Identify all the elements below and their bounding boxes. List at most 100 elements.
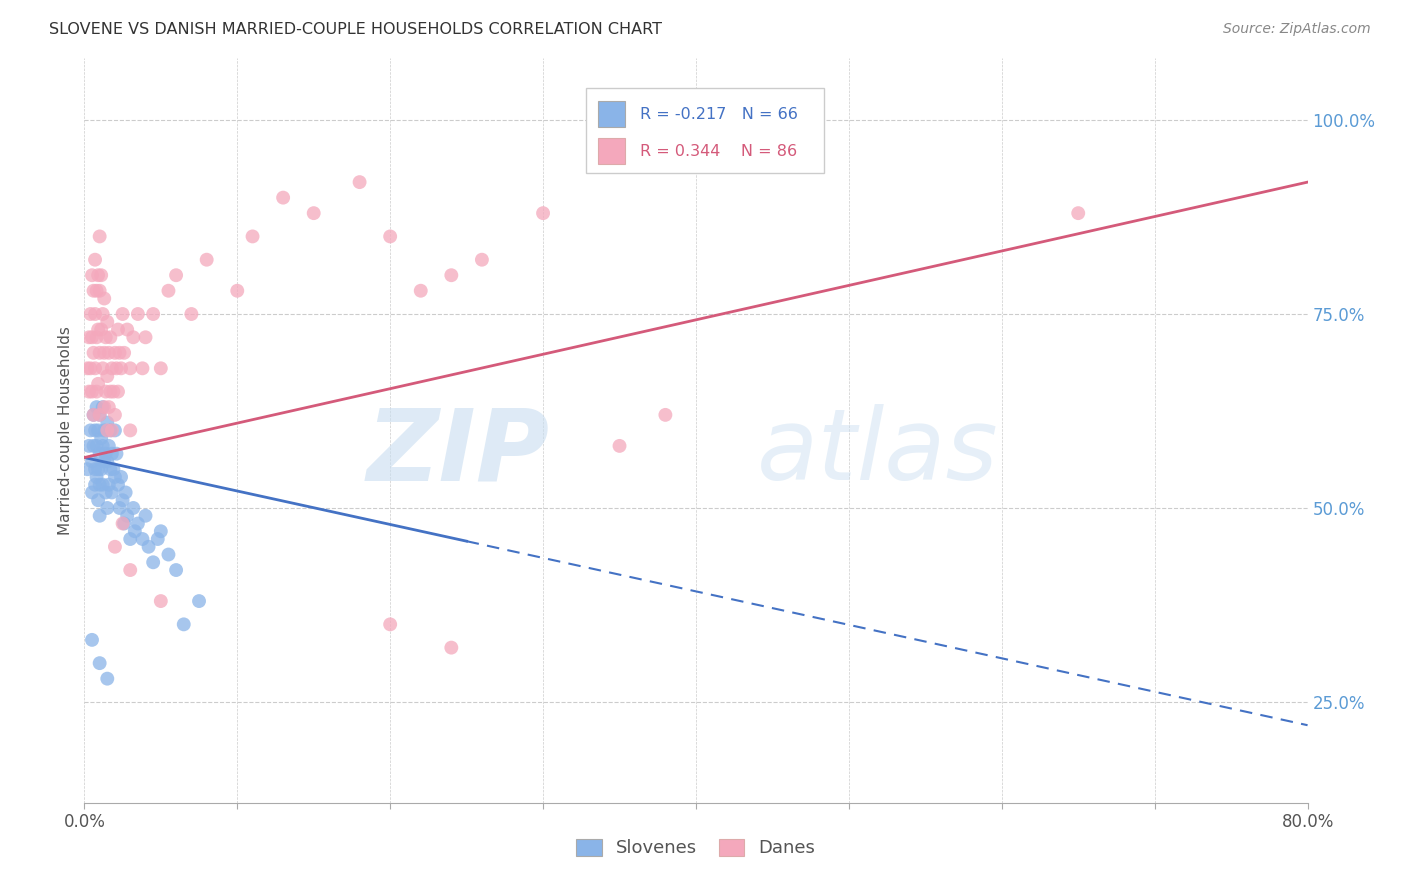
Point [165, 563, 187, 577]
Point [111, 516, 134, 531]
Point [91, 439, 114, 453]
Point [80, 485, 103, 500]
Point [77, 330, 100, 344]
Point [83, 439, 105, 453]
Point [107, 477, 129, 491]
Point [409, 284, 432, 298]
Point [149, 524, 172, 539]
Point [654, 408, 676, 422]
Point [157, 284, 180, 298]
Point [104, 408, 127, 422]
Point [89, 346, 111, 360]
Point [87, 376, 110, 391]
Point [98, 330, 121, 344]
Point [91, 400, 114, 414]
Point [226, 284, 249, 298]
Point [131, 532, 153, 546]
Point [80, 268, 103, 283]
Point [90, 431, 112, 445]
Point [105, 361, 128, 376]
Point [76, 361, 98, 376]
Point [108, 500, 131, 515]
Point [104, 424, 127, 438]
Point [98, 462, 121, 476]
Point [101, 485, 124, 500]
Point [380, 617, 402, 632]
Text: Source: ZipAtlas.com: Source: ZipAtlas.com [1223, 22, 1371, 37]
Point [103, 462, 125, 476]
Point [103, 384, 125, 399]
Point [80, 632, 103, 647]
Point [86, 384, 108, 399]
Point [271, 191, 294, 205]
Point [83, 408, 105, 422]
FancyBboxPatch shape [598, 101, 626, 128]
Point [89, 508, 111, 523]
Point [79, 424, 101, 438]
Point [90, 462, 112, 476]
Point [79, 361, 101, 376]
Point [96, 369, 118, 384]
Point [110, 470, 132, 484]
Point [115, 322, 138, 336]
Point [91, 477, 114, 491]
Point [104, 346, 127, 360]
Point [80, 330, 103, 344]
Point [1067, 206, 1090, 220]
Point [107, 384, 129, 399]
Point [89, 408, 111, 422]
Point [104, 540, 127, 554]
Point [80, 454, 103, 468]
Point [195, 252, 218, 267]
Point [127, 516, 149, 531]
Point [111, 493, 134, 508]
Point [84, 307, 107, 321]
Point [173, 617, 195, 632]
Point [131, 361, 153, 376]
Point [135, 330, 157, 344]
Point [90, 322, 112, 336]
Text: atlas: atlas [758, 404, 998, 501]
Point [110, 361, 132, 376]
Point [84, 477, 107, 491]
Point [96, 672, 118, 686]
Point [440, 640, 463, 655]
Point [94, 384, 117, 399]
Point [135, 508, 157, 523]
Point [87, 424, 110, 438]
Point [380, 229, 402, 244]
Point [96, 454, 118, 468]
Point [531, 206, 554, 220]
Point [471, 252, 494, 267]
Text: R = 0.344    N = 86: R = 0.344 N = 86 [640, 144, 797, 159]
Point [84, 424, 107, 438]
Point [86, 439, 108, 453]
Point [93, 424, 115, 438]
Point [89, 447, 111, 461]
Point [349, 175, 371, 189]
Point [87, 462, 110, 476]
Point [84, 462, 107, 476]
Point [83, 408, 105, 422]
Point [440, 268, 463, 283]
Point [97, 346, 120, 360]
Point [80, 384, 103, 399]
Point [93, 454, 115, 468]
Point [108, 346, 131, 360]
Point [84, 252, 107, 267]
Point [86, 470, 108, 484]
FancyBboxPatch shape [586, 87, 824, 173]
Point [115, 508, 138, 523]
Point [107, 322, 129, 336]
Point [609, 439, 631, 453]
Point [89, 229, 111, 244]
Point [96, 416, 118, 430]
Point [89, 656, 111, 670]
Point [142, 555, 165, 569]
Point [83, 346, 105, 360]
Point [87, 493, 110, 508]
Point [127, 307, 149, 321]
Point [149, 594, 172, 608]
Point [122, 500, 145, 515]
Point [96, 315, 118, 329]
